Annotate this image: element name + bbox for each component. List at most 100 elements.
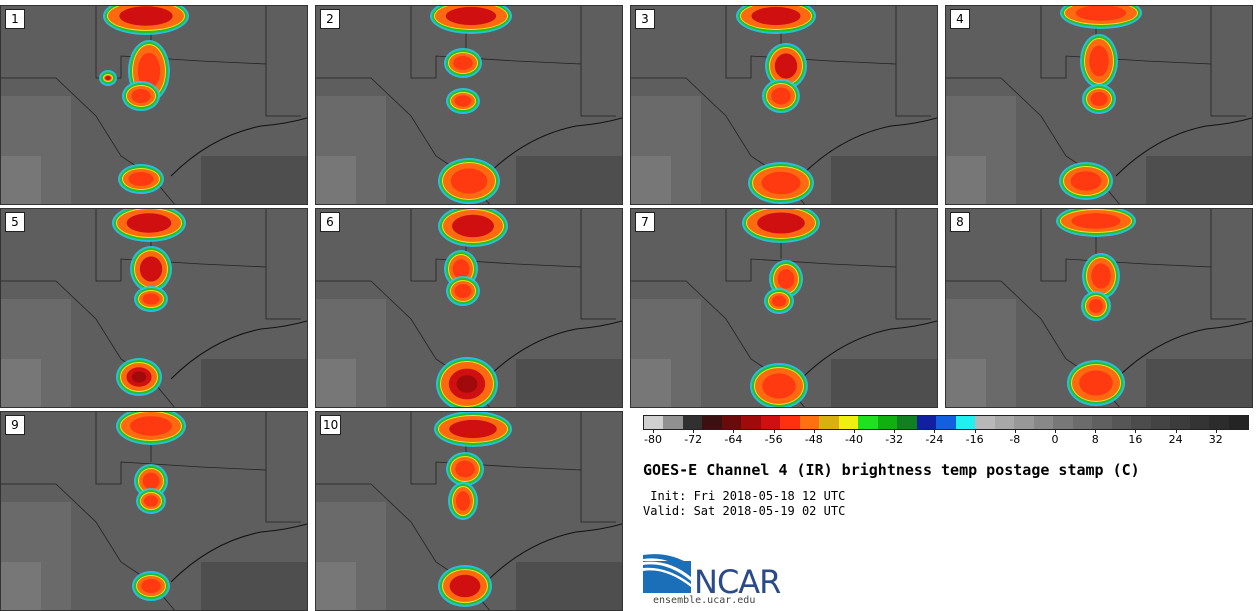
colorbar-swatch	[663, 416, 683, 429]
colorbar-tick	[1014, 429, 1016, 433]
colorbar-swatch	[682, 416, 703, 429]
stamp-panel-3: 3	[630, 5, 938, 205]
colorbar-swatch	[1228, 416, 1249, 429]
colorbar-swatch	[1170, 416, 1190, 429]
colorbar-swatch	[1053, 416, 1073, 429]
panel-number-5: 5	[5, 212, 25, 232]
colorbar-swatch	[799, 416, 820, 429]
colorbar-tick-label: 24	[1168, 433, 1183, 446]
colorbar-swatch	[644, 416, 664, 429]
colorbar-swatch	[1072, 416, 1093, 429]
colorbar-tick	[1135, 429, 1137, 433]
logo-text: NCAR	[694, 563, 781, 601]
colorbar-swatch	[1150, 416, 1171, 429]
stamp-panel-2: 2	[315, 5, 623, 205]
ir-map-3	[631, 6, 937, 204]
colorbar-tick-label: 8	[1091, 433, 1099, 446]
init-time: Init: Fri 2018-05-18 12 UTC	[643, 489, 846, 503]
panel-number-9: 9	[5, 415, 25, 435]
stamp-panel-7: 7	[630, 208, 938, 408]
ir-map-7	[631, 209, 937, 407]
ir-map-2	[316, 6, 622, 204]
panel-number-2: 2	[320, 9, 340, 29]
colorbar-tick-label: -32	[885, 433, 904, 446]
colorbar-swatch	[780, 416, 800, 429]
panel-number-10: 10	[320, 415, 342, 435]
ir-map-9	[1, 412, 307, 610]
figure-title: GOES-E Channel 4 (IR) brightness temp po…	[643, 461, 1140, 479]
colorbar-swatch	[936, 416, 956, 429]
colorbar-tick	[1175, 429, 1177, 433]
colorbar-tick-label: -24	[925, 433, 944, 446]
colorbar-tick-label: -40	[845, 433, 863, 446]
colorbar-swatch	[1131, 416, 1151, 429]
colorbar-swatch	[1033, 416, 1054, 429]
ncar-logo-icon	[643, 554, 691, 593]
colorbar-tick	[854, 429, 855, 433]
panel-number-8: 8	[950, 212, 970, 232]
ir-map-6	[316, 209, 622, 407]
stamp-panel-6: 6	[315, 208, 623, 408]
ir-map-5	[1, 209, 307, 407]
colorbar-swatch	[819, 416, 839, 429]
panel-number-1: 1	[5, 9, 25, 29]
panel-number-6: 6	[320, 212, 340, 232]
colorbar-swatch	[916, 416, 937, 429]
colorbar-swatch	[1092, 416, 1112, 429]
colorbar-swatch	[877, 416, 898, 429]
colorbar-swatch	[858, 416, 878, 429]
panel-number-4: 4	[950, 9, 970, 29]
colorbar-tick	[1095, 429, 1097, 433]
colorbar-tick	[1215, 429, 1217, 433]
colorbar-swatch	[760, 416, 781, 429]
panel-number-7: 7	[635, 212, 655, 232]
stamp-panel-5: 5	[0, 208, 308, 408]
colorbar-tick	[773, 429, 775, 433]
colorbar-swatch	[1209, 416, 1229, 429]
stamp-panel-4: 4	[945, 5, 1253, 205]
colorbar-tick-label: -80	[644, 433, 662, 446]
stamp-panel-1: 1	[0, 5, 308, 205]
colorbar-tick-label: -64	[724, 433, 743, 446]
colorbar-swatch	[1189, 416, 1210, 429]
colorbar-swatch	[1014, 416, 1034, 429]
colorbar-swatch	[1111, 416, 1132, 429]
colorbar-swatch	[741, 416, 761, 429]
colorbar-tick-label: -72	[684, 433, 703, 446]
colorbar-tick-label: 32	[1208, 433, 1223, 446]
colorbar-tick	[653, 429, 654, 433]
valid-time: Valid: Sat 2018-05-19 02 UTC	[643, 504, 846, 518]
colorbar	[643, 415, 1249, 430]
colorbar-swatch	[897, 416, 917, 429]
colorbar-tick-label: -48	[804, 433, 823, 446]
colorbar-swatch	[721, 416, 742, 429]
colorbar-tick-labels: -80 -72 -64 -56 -48 -40 -32 -24 -16 -8 0 8 16 24 32	[643, 433, 1249, 447]
colorbar-tickmarks	[643, 429, 1249, 433]
colorbar-swatch	[838, 416, 859, 429]
ir-map-1	[1, 6, 307, 204]
colorbar-tick	[894, 429, 896, 433]
colorbar-swatch	[994, 416, 1015, 429]
colorbar-tick-label: 16	[1128, 433, 1143, 446]
colorbar-tick-label: 0	[1051, 433, 1059, 446]
colorbar-swatch	[955, 416, 976, 429]
stamp-panel-8: 8	[945, 208, 1253, 408]
ir-map-10	[316, 412, 622, 610]
colorbar-tick	[1055, 429, 1056, 433]
colorbar-tick-label: -8	[1009, 433, 1021, 446]
colorbar-swatch	[702, 416, 722, 429]
stamp-panel-10: 10	[315, 411, 623, 611]
colorbar-tick-label: -56	[764, 433, 783, 446]
stamp-panel-9: 9	[0, 411, 308, 611]
colorbar-tick	[693, 429, 695, 433]
colorbar-tick	[974, 429, 976, 433]
ir-map-4	[946, 6, 1252, 204]
colorbar-tick	[813, 429, 815, 433]
colorbar-tick	[733, 429, 735, 433]
panel-number-3: 3	[635, 9, 655, 29]
site-url: ensemble.ucar.edu	[653, 595, 756, 606]
ir-map-8	[946, 209, 1252, 407]
colorbar-swatch	[975, 416, 995, 429]
colorbar-tick-label: -16	[965, 433, 984, 446]
colorbar-tick	[934, 429, 936, 433]
